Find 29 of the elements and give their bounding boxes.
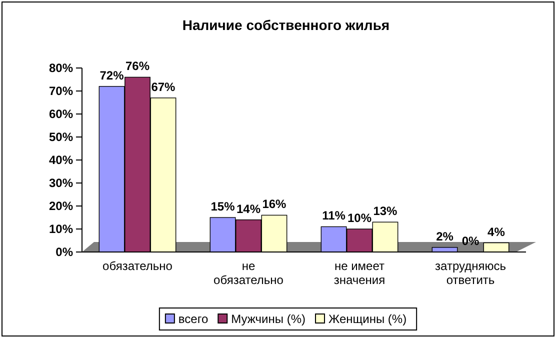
y-tick-label: 60%	[48, 106, 74, 121]
data-label: 16%	[262, 197, 287, 212]
legend-label: всего	[178, 312, 208, 326]
y-tick-label: 10%	[48, 222, 74, 236]
data-label: 67%	[151, 80, 176, 94]
chart-title: Наличие собственного жилья	[182, 17, 390, 33]
y-tick-label: 30%	[48, 176, 74, 190]
x-tick-label: затрудняюсь ответить	[435, 259, 506, 287]
y-tick-label: 40%	[48, 152, 74, 167]
legend-label: Мужчины (%)	[231, 312, 306, 326]
data-label: 2%	[436, 229, 454, 244]
data-label: 14%	[236, 202, 261, 216]
y-tick-label: 20%	[48, 198, 74, 213]
y-tick-label: 0%	[56, 244, 74, 259]
data-label: 11%	[322, 208, 346, 223]
y-tick-label: 80%	[48, 60, 74, 75]
data-label: 13%	[373, 204, 398, 218]
data-label: 72%	[100, 68, 124, 82]
data-label: 10%	[347, 211, 372, 225]
x-tick-label: не обязательно	[214, 259, 284, 287]
data-label: 0%	[462, 234, 480, 248]
data-label: 15%	[210, 200, 236, 214]
data-label: 76%	[125, 59, 150, 74]
y-tick-label: 50%	[48, 130, 74, 144]
y-tick-label: 70%	[48, 84, 74, 98]
x-tick-label: обязательно	[102, 259, 173, 273]
x-tick-label: не имеет значения	[334, 259, 386, 287]
legend-label: Женщины (%)	[328, 312, 407, 326]
data-label: 4%	[488, 224, 506, 239]
